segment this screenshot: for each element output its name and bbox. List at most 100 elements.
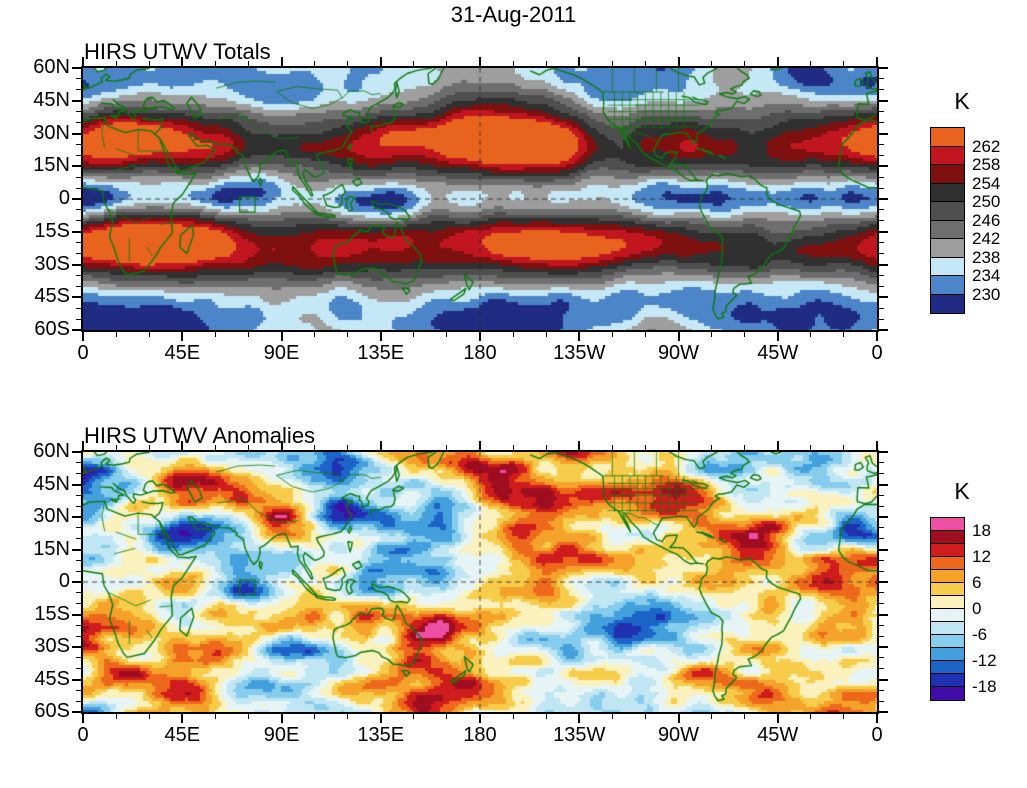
y-major-tick [72, 99, 81, 102]
y-tick-label: 45S [34, 285, 70, 308]
x-tick-label: 135E [357, 342, 405, 364]
x-major-tick [82, 332, 84, 341]
y-minor-tick [76, 473, 81, 475]
x-major-tick [82, 714, 84, 723]
x-minor-tick [545, 61, 547, 66]
x-major-tick [776, 332, 779, 341]
x-major-tick [82, 441, 84, 450]
y-major-tick [72, 548, 81, 551]
colorbar-box [931, 635, 964, 648]
colorbar-box [931, 202, 964, 221]
x-tick-label: 0 [871, 724, 883, 746]
colorbar-tick-label: 250 [972, 192, 1001, 211]
y-major-tick [72, 198, 81, 200]
y-minor-tick [879, 285, 884, 287]
y-major-tick [879, 230, 888, 233]
x-minor-tick [115, 332, 117, 337]
x-minor-tick [512, 61, 514, 66]
x-minor-tick [810, 714, 812, 719]
colorbar-box [931, 294, 964, 313]
y-minor-tick [76, 592, 81, 594]
colorbar-tick-label: -6 [972, 625, 988, 644]
x-minor-tick [214, 445, 216, 450]
y-tick-label: 45N [33, 88, 70, 111]
y-minor-tick [879, 462, 884, 464]
y-tick-label: 0 [58, 187, 70, 209]
y-major-tick [72, 329, 81, 331]
colorbar-box [931, 583, 964, 596]
x-minor-tick [810, 61, 812, 66]
colorbar-box [931, 220, 964, 239]
x-tick-label: 45E [164, 342, 201, 364]
x-tick-label: 0 [77, 724, 89, 746]
x-minor-tick [545, 714, 547, 719]
colorbar-tick-label: 254 [972, 173, 1001, 193]
x-minor-tick [314, 445, 316, 450]
y-minor-tick [76, 78, 81, 80]
colorbar-tick-label: 230 [972, 284, 1001, 304]
x-minor-tick [247, 61, 249, 66]
colorbar-box [931, 518, 964, 531]
y-minor-tick [879, 318, 884, 320]
x-minor-tick [545, 445, 547, 450]
y-tick-label: 60S [34, 700, 70, 722]
y-minor-tick [879, 176, 884, 178]
y-minor-tick [76, 603, 81, 605]
y-tick-label: 15S [34, 219, 70, 242]
y-tick-label: 15S [34, 602, 70, 625]
colorbar-unit-totals: K [954, 88, 970, 114]
x-minor-tick [711, 714, 713, 719]
x-minor-tick [314, 714, 316, 719]
y-minor-tick [879, 274, 884, 276]
x-minor-tick [744, 332, 746, 337]
x-minor-tick [247, 332, 249, 337]
y-tick-label: 15N [33, 537, 70, 560]
y-major-tick [879, 581, 888, 583]
x-minor-tick [843, 332, 845, 337]
y-minor-tick [76, 242, 81, 244]
x-minor-tick [744, 445, 746, 450]
x-minor-tick [644, 332, 646, 337]
x-minor-tick [611, 61, 613, 66]
y-major-tick [879, 296, 888, 299]
x-minor-tick [148, 332, 150, 337]
x-minor-tick [744, 61, 746, 66]
x-minor-tick [446, 332, 448, 337]
y-major-tick [879, 678, 888, 681]
y-minor-tick [879, 624, 884, 626]
y-major-tick [879, 165, 888, 168]
y-minor-tick [76, 307, 81, 309]
x-minor-tick [347, 445, 349, 450]
x-major-tick [181, 441, 184, 450]
x-tick-label: 90E [263, 342, 300, 364]
y-minor-tick [76, 318, 81, 320]
colorbar-box [931, 661, 964, 674]
colorbar-unit-anomalies: K [954, 478, 970, 504]
y-major-tick [879, 516, 888, 518]
y-minor-tick [879, 668, 884, 670]
y-minor-tick [76, 154, 81, 156]
y-minor-tick [879, 635, 884, 637]
x-major-tick [578, 714, 581, 723]
x-minor-tick [214, 61, 216, 66]
y-minor-tick [879, 603, 884, 605]
x-major-tick [776, 441, 779, 450]
x-major-tick [578, 332, 581, 341]
y-major-tick [879, 711, 888, 713]
x-minor-tick [247, 714, 249, 719]
x-tick-label: 0 [871, 342, 883, 364]
y-major-tick [879, 548, 888, 551]
map-totals [81, 66, 879, 332]
x-major-tick [876, 57, 878, 66]
y-minor-tick [76, 462, 81, 464]
colorbar-tick-label: 0 [972, 599, 982, 618]
map-anomalies [81, 450, 879, 714]
totals-field-canvas [83, 68, 877, 330]
y-minor-tick [879, 122, 884, 124]
x-major-tick [479, 714, 481, 723]
colorbar-tick-label: 262 [972, 136, 1001, 156]
x-minor-tick [115, 61, 117, 66]
colorbar-box [931, 239, 964, 258]
y-minor-tick [76, 187, 81, 189]
y-tick-label: 60S [34, 318, 70, 340]
